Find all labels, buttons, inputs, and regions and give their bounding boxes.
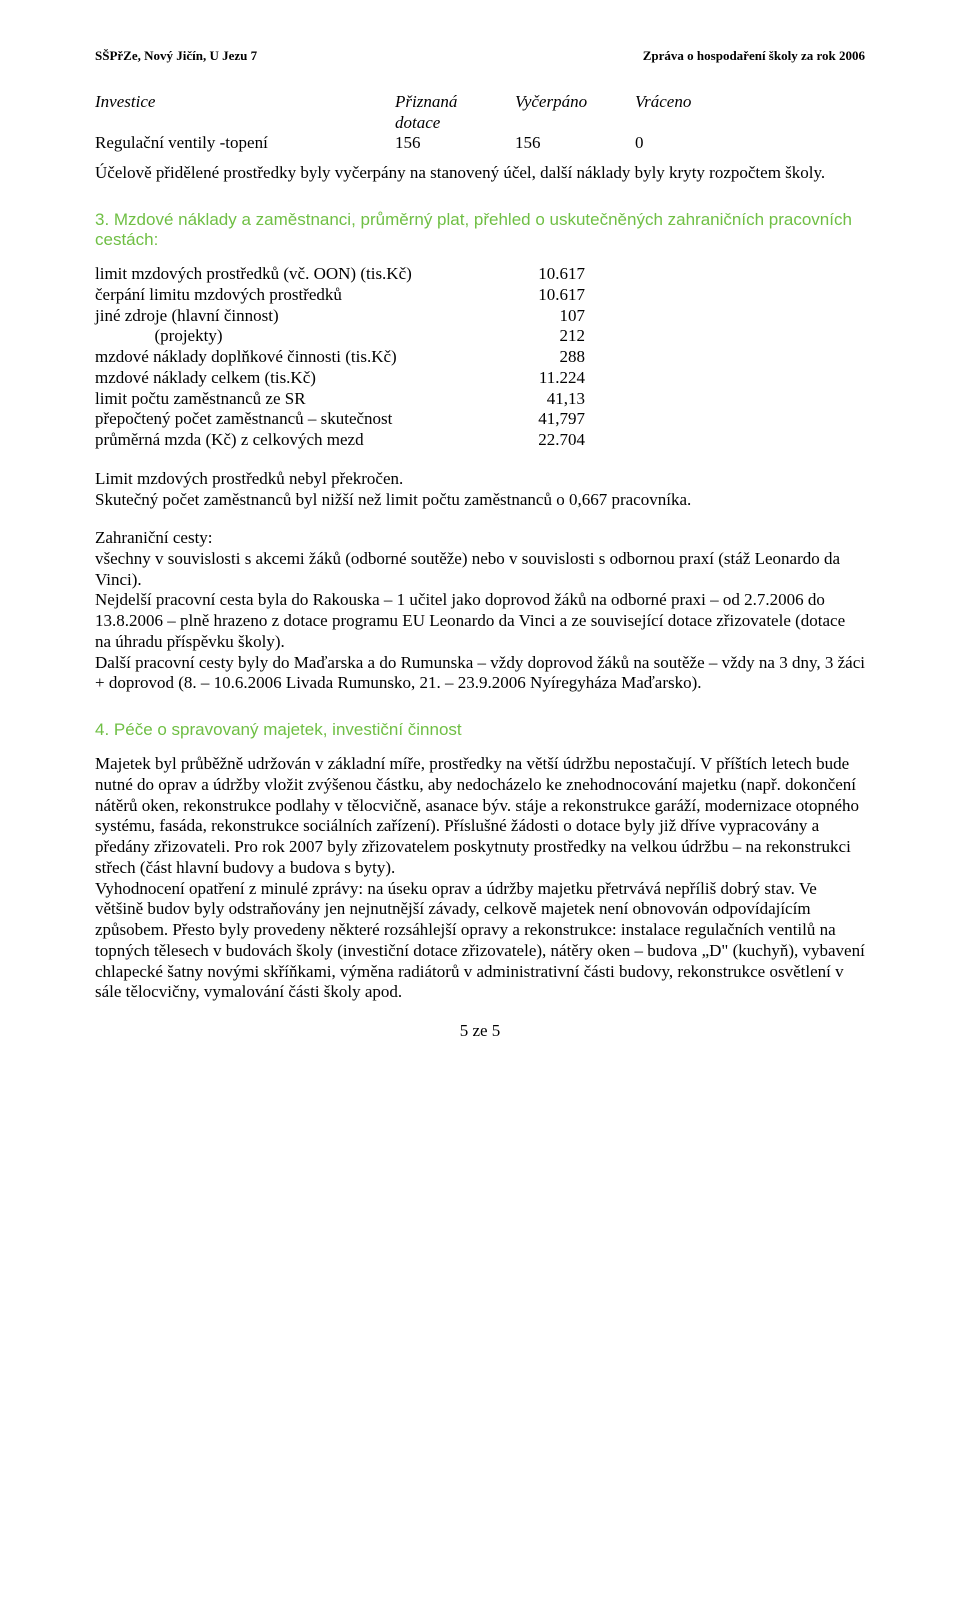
mzdy-label: mzdové náklady celkem (tis.Kč) xyxy=(95,368,495,389)
header-right: Zpráva o hospodaření školy za rok 2006 xyxy=(643,48,865,64)
table-row: přepočtený počet zaměstnanců – skutečnos… xyxy=(95,409,865,430)
table-row: mzdové náklady doplňkové činnosti (tis.K… xyxy=(95,347,865,368)
sec4-p2: Vyhodnocení opatření z minulé zprávy: na… xyxy=(95,879,865,1003)
table-row: jiné zdroje (hlavní činnost) 107 xyxy=(95,306,865,327)
mzdy-label: limit mzdových prostředků (vč. OON) (tis… xyxy=(95,264,495,285)
th-dotace: dotace xyxy=(95,113,865,133)
table-row: (projekty) 212 xyxy=(95,326,865,347)
row-b: 156 xyxy=(515,133,635,154)
row-a: 156 xyxy=(395,133,515,154)
invest-after-text: Účelově přidělené prostředky byly vyčerp… xyxy=(95,163,865,184)
th-vraceno: Vráceno xyxy=(635,92,725,113)
sec3-p1: Limit mzdových prostředků nebyl překroče… xyxy=(95,469,865,490)
sec3-p2: Skutečný počet zaměstnanců byl nižší než… xyxy=(95,490,865,511)
mzdy-label: limit počtu zaměstnanců ze SR xyxy=(95,389,495,410)
section-3-heading: 3. Mzdové náklady a zaměstnanci, průměrn… xyxy=(95,210,865,250)
row-label: Regulační ventily -topení xyxy=(95,133,395,154)
mzdy-label: čerpání limitu mzdových prostředků xyxy=(95,285,495,306)
table-row: Regulační ventily -topení 156 156 0 xyxy=(95,133,865,154)
table-row: mzdové náklady celkem (tis.Kč) 11.224 xyxy=(95,368,865,389)
table-header-row: Investice Přiznaná Vyčerpáno Vráceno xyxy=(95,92,865,113)
sec3-p3: Zahraniční cesty: xyxy=(95,528,865,549)
mzdy-value: 10.617 xyxy=(495,285,585,306)
sec3-p4: všechny v souvislosti s akcemi žáků (odb… xyxy=(95,549,865,590)
mzdy-label: (projekty) xyxy=(95,326,495,347)
investice-table: Investice Přiznaná Vyčerpáno Vráceno dot… xyxy=(95,92,865,153)
mzdy-label: průměrná mzda (Kč) z celkových mezd xyxy=(95,430,495,451)
table-row: limit mzdových prostředků (vč. OON) (tis… xyxy=(95,264,865,285)
table-row: průměrná mzda (Kč) z celkových mezd 22.7… xyxy=(95,430,865,451)
mzdy-value: 212 xyxy=(495,326,585,347)
mzdy-value: 10.617 xyxy=(495,264,585,285)
page-header: SŠPřZe, Nový Jičín, U Jezu 7 Zpráva o ho… xyxy=(95,48,865,64)
sec3-p5: Nejdelší pracovní cesta byla do Rakouska… xyxy=(95,590,865,652)
sec4-p1: Majetek byl průběžně udržován v základní… xyxy=(95,754,865,878)
mzdy-label: jiné zdroje (hlavní činnost) xyxy=(95,306,495,327)
mzdy-label: přepočtený počet zaměstnanců – skutečnos… xyxy=(95,409,495,430)
mzdy-label: mzdové náklady doplňkové činnosti (tis.K… xyxy=(95,347,495,368)
mzdy-table: limit mzdových prostředků (vč. OON) (tis… xyxy=(95,264,865,451)
mzdy-value: 41,797 xyxy=(495,409,585,430)
page-footer: 5 ze 5 xyxy=(95,1021,865,1041)
mzdy-value: 11.224 xyxy=(495,368,585,389)
section-4-heading: 4. Péče o spravovaný majetek, investiční… xyxy=(95,720,865,740)
mzdy-value: 22.704 xyxy=(495,430,585,451)
mzdy-value: 41,13 xyxy=(495,389,585,410)
th-priznana: Přiznaná xyxy=(395,92,515,113)
mzdy-value: 288 xyxy=(495,347,585,368)
row-c: 0 xyxy=(635,133,725,154)
mzdy-value: 107 xyxy=(495,306,585,327)
table-row: limit počtu zaměstnanců ze SR 41,13 xyxy=(95,389,865,410)
header-left: SŠPřZe, Nový Jičín, U Jezu 7 xyxy=(95,48,257,64)
table-row: čerpání limitu mzdových prostředků 10.61… xyxy=(95,285,865,306)
sec3-p6: Další pracovní cesty byly do Maďarska a … xyxy=(95,653,865,694)
th-vycerpano: Vyčerpáno xyxy=(515,92,635,113)
th-investice: Investice xyxy=(95,92,395,113)
